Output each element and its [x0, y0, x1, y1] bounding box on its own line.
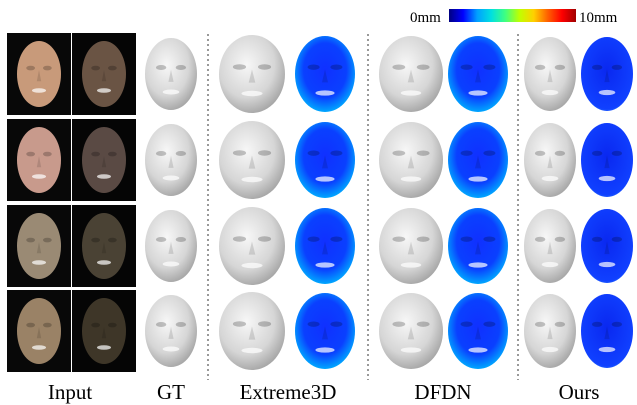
extreme3d-mesh: [219, 292, 285, 370]
ours-mesh: [524, 123, 576, 197]
input-face-shadowed: [82, 298, 126, 364]
input-face-lit: [17, 298, 61, 364]
dfdn-error-map: [448, 208, 508, 284]
colorbar: [449, 9, 576, 22]
ours-error-map: [581, 209, 633, 283]
gt-mesh: [145, 295, 197, 367]
column-label-input: Input: [47, 380, 93, 404]
input-face-shadowed: [82, 41, 126, 107]
dfdn-error-map: [448, 122, 508, 198]
row-4: [7, 290, 633, 372]
dfdn-error-map: [448, 293, 508, 369]
dfdn-error-map: [448, 36, 508, 112]
dfdn-mesh: [379, 36, 443, 112]
column-label-gt: GT: [157, 380, 185, 404]
row-1: [7, 33, 633, 115]
input-face-lit: [17, 127, 61, 193]
input-face-shadowed: [82, 127, 126, 193]
gt-mesh: [145, 38, 197, 110]
colorbar-min-label: 0mm: [410, 10, 441, 26]
extreme3d-mesh: [219, 35, 285, 113]
ours-error-map: [581, 294, 633, 368]
extreme3d-error-map: [295, 36, 355, 112]
row-3: [7, 205, 633, 287]
ours-mesh: [524, 209, 576, 283]
column-label-dfdn: DFDN: [414, 380, 472, 404]
gt-mesh: [145, 124, 197, 196]
ours-error-map: [581, 123, 633, 197]
input-face-lit: [17, 213, 61, 279]
dfdn-mesh: [379, 122, 443, 198]
extreme3d-mesh: [219, 121, 285, 199]
column-label-ours: Ours: [558, 380, 600, 404]
dfdn-mesh: [379, 208, 443, 284]
extreme3d-mesh: [219, 207, 285, 285]
input-face-lit: [17, 41, 61, 107]
colorbar-max-label: 10mm: [579, 10, 618, 26]
row-2: [7, 119, 633, 201]
rows-layer: [7, 33, 633, 372]
gt-mesh: [145, 210, 197, 282]
ours-mesh: [524, 294, 576, 368]
extreme3d-error-map: [295, 293, 355, 369]
column-label-extreme3d: Extreme3D: [239, 380, 337, 404]
extreme3d-error-map: [295, 208, 355, 284]
ours-mesh: [524, 37, 576, 111]
dfdn-mesh: [379, 293, 443, 369]
ours-error-map: [581, 37, 633, 111]
input-face-shadowed: [82, 213, 126, 279]
extreme3d-error-map: [295, 122, 355, 198]
